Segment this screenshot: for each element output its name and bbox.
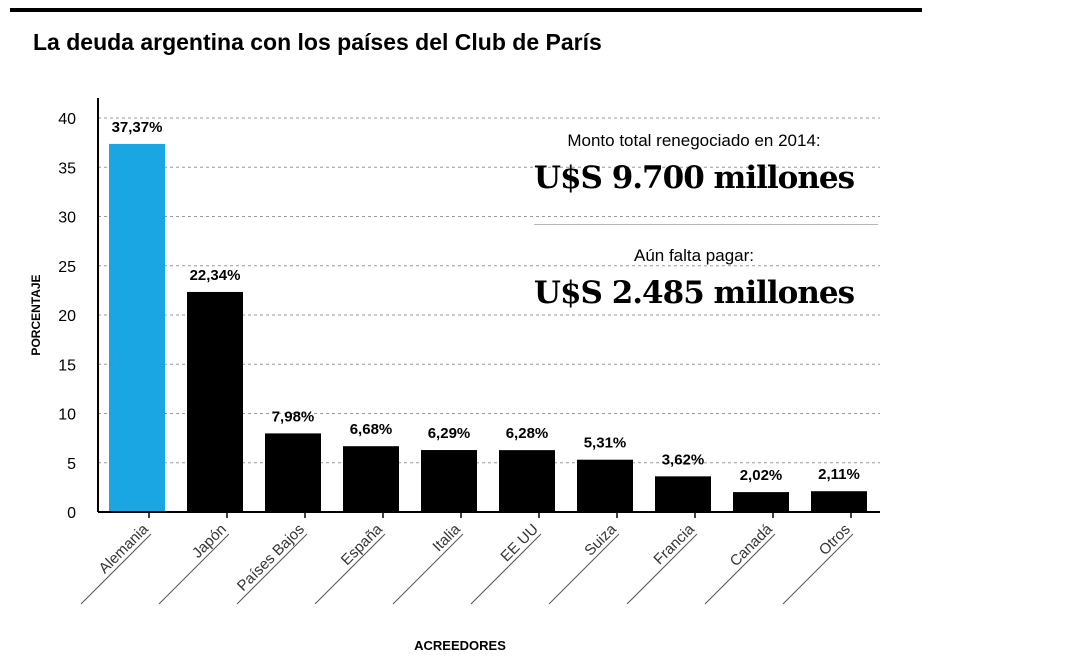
category-label: Alemania <box>96 520 153 577</box>
category-leader <box>236 533 308 605</box>
category-leader <box>626 533 698 605</box>
y-axis-title: PORCENTAJE <box>29 274 43 355</box>
bar-value-label: 2,11% <box>818 466 860 483</box>
y-tick-label: 0 <box>67 505 76 522</box>
category-label: Japón <box>189 521 230 562</box>
total-renegotiated-value: U$S 9.700 millones <box>533 160 855 196</box>
bar-value-label: 37,37% <box>112 119 163 136</box>
category-label: Suiza <box>581 520 620 559</box>
bar-value-label: 6,29% <box>428 425 471 442</box>
y-tick-label: 25 <box>58 259 76 276</box>
y-tick-label: 15 <box>58 357 76 374</box>
category-leader <box>782 533 854 605</box>
category-leader <box>80 533 152 605</box>
bar <box>733 492 789 512</box>
bar <box>187 291 243 512</box>
category-leader <box>158 533 230 605</box>
y-tick-label: 10 <box>58 407 76 424</box>
category-label: Canadá <box>727 520 777 570</box>
bar <box>811 491 867 512</box>
bar <box>655 476 711 512</box>
bar <box>499 450 555 512</box>
y-tick-label: 40 <box>58 111 76 128</box>
y-tick-label: 30 <box>58 210 76 227</box>
category-label: Otros <box>816 521 854 559</box>
x-axis-title: ACREEDORES <box>414 638 506 653</box>
category-leader <box>704 533 776 605</box>
total-renegotiated-label: Monto total renegociado en 2014: <box>567 131 821 150</box>
remaining-label: Aún falta pagar: <box>633 246 755 265</box>
y-tick-label: 20 <box>58 308 76 325</box>
bar-value-label: 5,31% <box>584 435 627 452</box>
chart-title: La deuda argentina con los países del Cl… <box>33 29 602 55</box>
info-divider <box>534 224 878 225</box>
category-label: España <box>338 520 386 568</box>
bar-value-label: 2,02% <box>740 467 783 484</box>
bar <box>265 433 321 512</box>
bar <box>109 143 165 512</box>
category-label: EE UU <box>497 521 541 565</box>
bar-value-label: 7,98% <box>272 408 315 425</box>
bar <box>421 450 477 512</box>
category-leader <box>470 533 542 605</box>
remaining-value: U$S 2.485 millones <box>533 275 855 311</box>
y-tick-label: 5 <box>67 456 76 473</box>
bar-value-label: 22,34% <box>190 267 241 284</box>
bar-value-label: 6,28% <box>506 425 549 442</box>
bar-value-label: 3,62% <box>662 451 705 468</box>
category-label: Países Bajos <box>234 521 308 595</box>
bar-value-label: 6,68% <box>350 421 393 438</box>
category-leader <box>314 533 386 605</box>
y-tick-label: 35 <box>58 160 76 177</box>
category-leader <box>548 533 620 605</box>
bar <box>343 446 399 512</box>
category-label: Francia <box>650 520 698 568</box>
bar <box>577 459 633 512</box>
top-rule <box>10 8 922 12</box>
category-leader <box>392 533 464 605</box>
